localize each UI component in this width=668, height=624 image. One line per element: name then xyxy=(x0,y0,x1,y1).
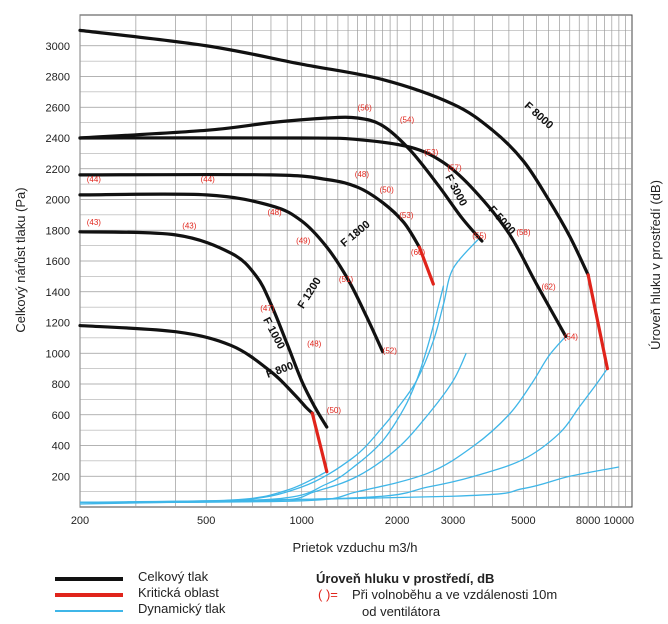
y-tick-label: 200 xyxy=(52,471,70,483)
noise-level-label: (56) xyxy=(358,103,373,112)
noise-level-label: (54) xyxy=(564,332,579,341)
x-tick-label: 200 xyxy=(71,515,89,527)
noise-level-label: (50) xyxy=(327,406,342,415)
noise-legend-title: Úroveň hluku v prostředí, dB xyxy=(316,571,495,586)
noise-level-label: (50) xyxy=(380,186,395,195)
noise-level-label: (49) xyxy=(296,236,311,245)
dynamic-pressure-curves xyxy=(79,239,619,505)
y-axis-title: Celkový nárůst tlaku (Pa) xyxy=(13,187,28,332)
axis-ticks: 200 500 1000 2000 3000 5000 8000 10000 200 400 600… xyxy=(46,41,635,527)
noise-level-label: (44) xyxy=(87,175,102,184)
critical-zone-segments xyxy=(310,245,609,474)
noise-level-label: (53) xyxy=(424,148,439,157)
legend-label-dynamic: Dynamický tlak xyxy=(138,601,226,616)
critical-segment xyxy=(310,411,329,474)
x-tick-label: 1000 xyxy=(289,515,313,527)
y-tick-label: 600 xyxy=(52,410,70,422)
total-pressure-line xyxy=(78,192,385,354)
y-tick-label: 3000 xyxy=(46,41,70,53)
legend-label-critical: Kritická oblast xyxy=(138,585,219,600)
chart-grid xyxy=(79,14,633,508)
x-tick-label: 8000 xyxy=(576,515,600,527)
y-tick-label: 1800 xyxy=(46,225,70,237)
x-tick-label: 3000 xyxy=(441,515,465,527)
noise-level-label: (53) xyxy=(399,211,414,220)
dynamic-pressure-line xyxy=(79,335,567,504)
y-tick-label: 2000 xyxy=(46,195,70,207)
noise-level-label: (47) xyxy=(260,304,275,313)
total-pressure-line xyxy=(78,115,484,243)
noise-legend-symbol: ( )= xyxy=(318,587,338,602)
noise-level-label: (48) xyxy=(267,208,282,217)
total-pressure-line xyxy=(78,136,568,338)
y-tick-label: 1000 xyxy=(46,348,70,360)
y-tick-label: 1600 xyxy=(46,256,70,268)
noise-level-label: (48) xyxy=(307,339,322,348)
noise-level-label: (48) xyxy=(355,170,370,179)
total-pressure-line xyxy=(78,323,314,415)
noise-legend-desc-2: od ventilátora xyxy=(362,604,441,619)
noise-level-label: (52) xyxy=(383,346,398,355)
noise-level-label: (44) xyxy=(201,175,216,184)
legend-line-critical xyxy=(55,593,123,597)
total-pressure-line xyxy=(78,172,421,249)
x-tick-label: 10000 xyxy=(604,515,635,527)
y-tick-label: 2200 xyxy=(46,164,70,176)
y-tick-label: 2600 xyxy=(46,102,70,114)
noise-level-label: (43) xyxy=(87,218,102,227)
y-tick-label: 2800 xyxy=(46,72,70,84)
x-tick-label: 5000 xyxy=(511,515,535,527)
legend-line-dynamic xyxy=(55,610,123,612)
critical-segment xyxy=(417,245,435,286)
x-tick-label: 500 xyxy=(197,515,215,527)
noise-level-label: (57) xyxy=(447,163,462,172)
total-pressure-line xyxy=(78,230,329,429)
noise-legend-desc-1: Při volnoběhu a ve vzdálenosti 10m xyxy=(352,587,558,602)
pressure-flow-chart: 200 500 1000 2000 3000 5000 8000 10000 200 400 600… xyxy=(13,14,663,555)
x-axis-title: Prietok vzduchu m3/h xyxy=(292,540,417,555)
total-pressure-line xyxy=(78,28,590,277)
noise-level-label: (43) xyxy=(182,222,197,231)
noise-level-label: (58) xyxy=(516,228,531,237)
noise-level-label: (62) xyxy=(541,282,556,291)
total-pressure-curves xyxy=(78,28,590,429)
dynamic-pressure-line xyxy=(79,466,619,505)
legend-line-total xyxy=(55,577,123,581)
y-tick-label: 2400 xyxy=(46,133,70,145)
x-tick-label: 2000 xyxy=(385,515,409,527)
noise-level-label: (51) xyxy=(339,275,354,284)
y-tick-label: 800 xyxy=(52,379,70,391)
noise-labels: (44) (44) (43) (43) (48) (49) (47) (48) (51) (50)… xyxy=(87,103,579,415)
y-tick-label: 1200 xyxy=(46,318,70,330)
noise-level-label: (60) xyxy=(411,248,426,257)
noise-level-label: (54) xyxy=(400,116,415,125)
legend-label-total: Celkový tlak xyxy=(138,569,209,584)
critical-segment xyxy=(586,273,609,371)
y-tick-label: 1400 xyxy=(46,287,70,299)
noise-level-label: (55) xyxy=(472,232,487,241)
dynamic-pressure-line xyxy=(79,239,479,504)
y-tick-label: 400 xyxy=(52,441,70,453)
y-axis-right-title: Úroveň hluku v prostředí (dB) xyxy=(648,180,663,350)
